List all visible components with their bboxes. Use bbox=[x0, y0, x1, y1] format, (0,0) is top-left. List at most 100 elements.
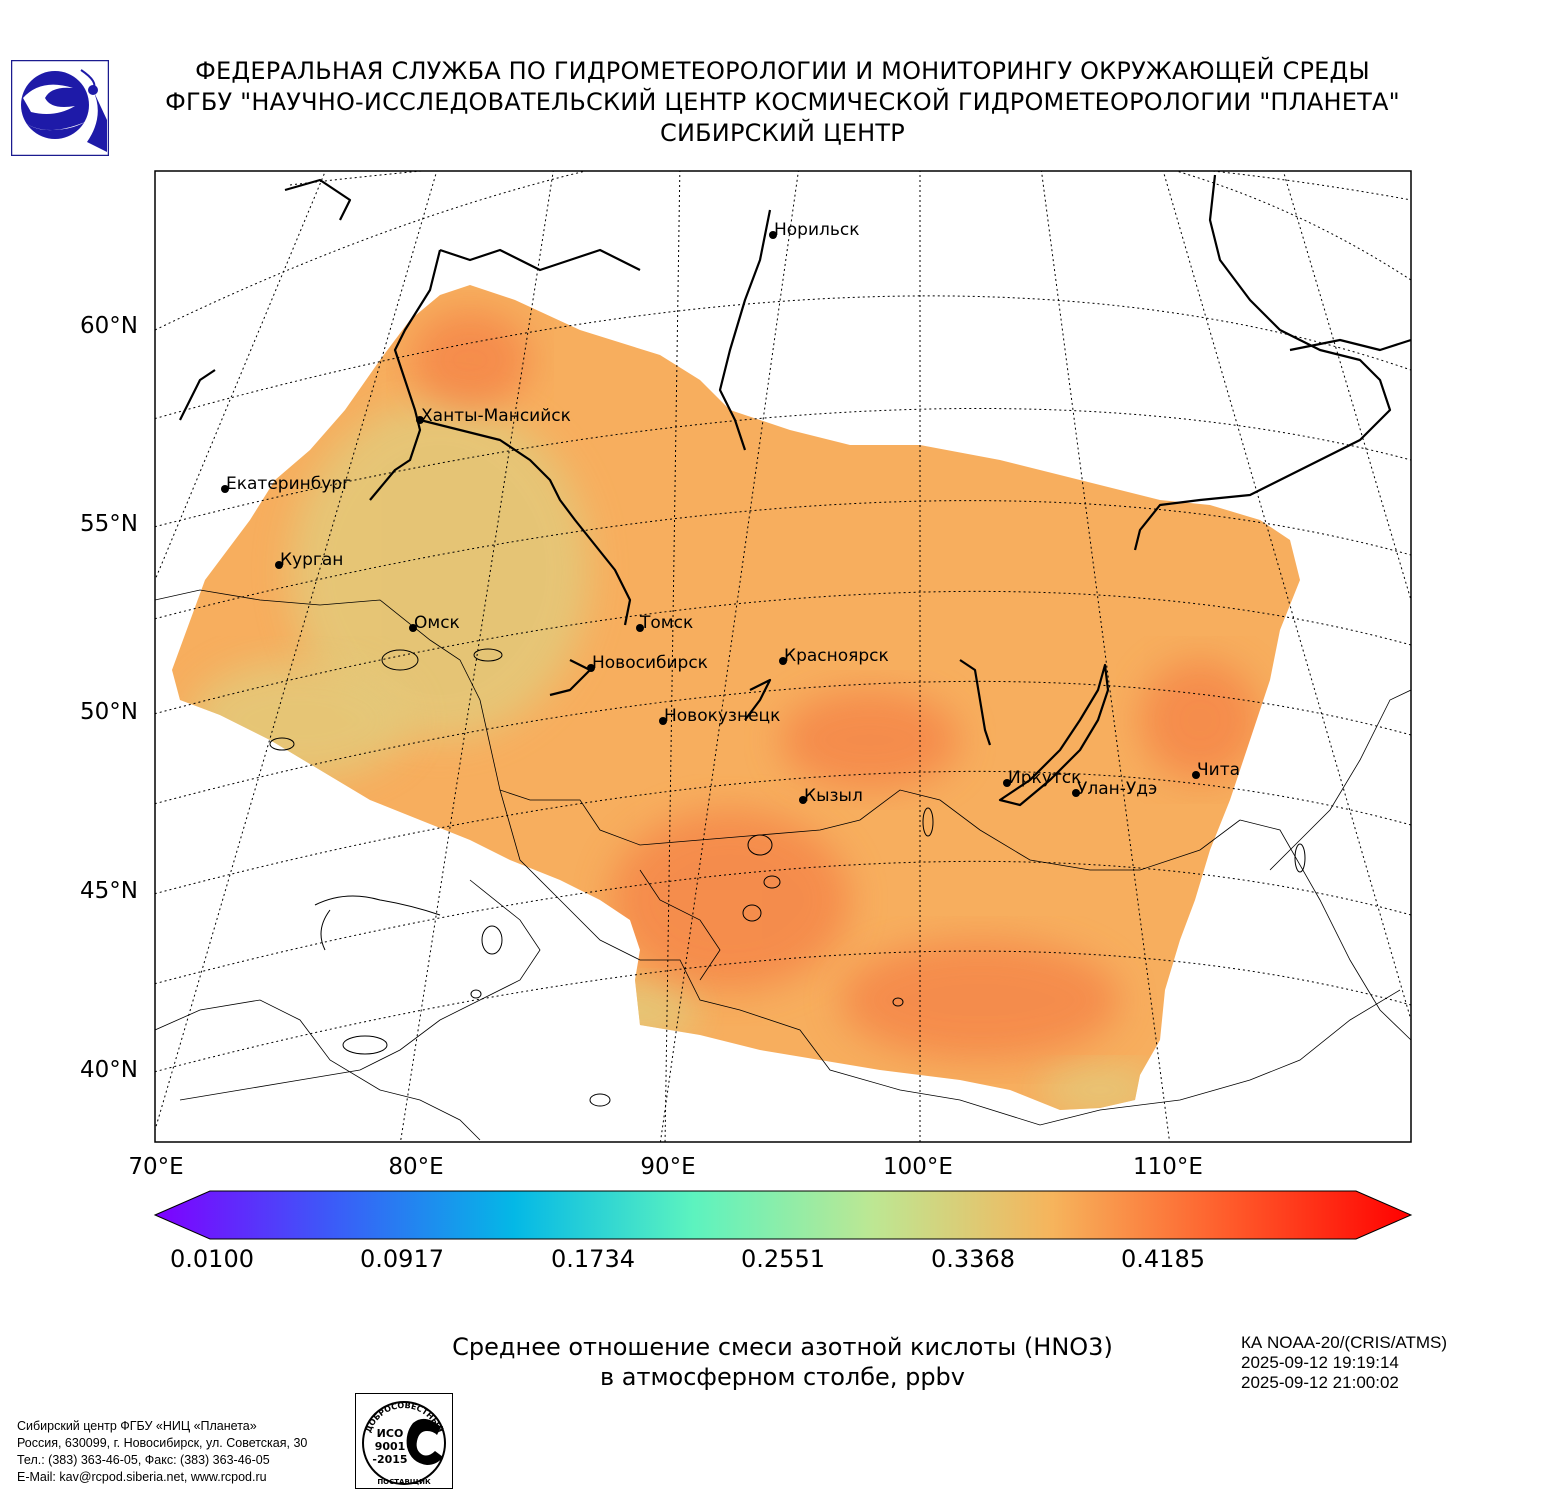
meridian-line bbox=[155, 171, 438, 1131]
lake bbox=[470, 989, 482, 999]
meridian-line bbox=[155, 171, 326, 581]
lake bbox=[589, 1093, 611, 1107]
lat-tick-label: 60°N bbox=[80, 313, 138, 339]
lake bbox=[892, 997, 904, 1007]
river-tobol bbox=[179, 369, 216, 421]
field-high-blob bbox=[1140, 660, 1260, 780]
city-marker: Новокузнецк bbox=[659, 706, 780, 726]
lake-baikal bbox=[998, 663, 1110, 807]
org-name: Сибирский центр ФГБУ «НИЦ «Планета» bbox=[17, 1419, 257, 1433]
colorbar-tick-label: 0.1734 bbox=[551, 1245, 635, 1273]
lake bbox=[314, 895, 441, 951]
city-label: Иркутск bbox=[1008, 768, 1081, 788]
city-marker: Екатеринбург bbox=[221, 474, 351, 494]
org-address: Россия, 630099, г. Новосибирск, ул. Сове… bbox=[17, 1436, 308, 1450]
border-line bbox=[179, 879, 541, 1101]
satellite-time-start: 2025-09-12 19:19:14 bbox=[1241, 1353, 1399, 1372]
city-label: Чита bbox=[1197, 760, 1240, 780]
meridian-line bbox=[1040, 171, 1171, 1142]
city-label: Новокузнецк bbox=[664, 706, 780, 726]
org-email: E-Mail: kav@rcpod.siberia.net, www.rcpod… bbox=[17, 1470, 267, 1484]
border-line bbox=[155, 589, 1241, 871]
river-ob bbox=[369, 249, 442, 501]
header-center: СИБИРСКИЙ ЦЕНТР bbox=[660, 119, 905, 147]
field-high-blob bbox=[610, 810, 850, 990]
iso-bottom-text: ПОСТАВЩИК bbox=[377, 1478, 431, 1486]
river-yenisei bbox=[718, 209, 772, 451]
city-marker: Томск bbox=[636, 613, 693, 633]
lat-tick-label: 45°N bbox=[80, 878, 138, 904]
field-low-blob bbox=[1040, 1065, 1160, 1110]
border-line bbox=[639, 869, 721, 981]
lon-tick-label: 110°E bbox=[1133, 1154, 1203, 1180]
longitude-axis: 70°E 80°E 90°E 100°E 110°E bbox=[128, 1154, 1203, 1180]
lat-tick-label: 40°N bbox=[80, 1057, 138, 1083]
satellite-info: КА NOAA-20/(CRIS/ATMS) 2025-09-12 19:19:… bbox=[1241, 1333, 1447, 1393]
lon-tick-label: 90°E bbox=[640, 1154, 695, 1180]
lon-tick-label: 80°E bbox=[388, 1154, 443, 1180]
header: ФЕДЕРАЛЬНАЯ СЛУЖБА ПО ГИДРОМЕТЕОРОЛОГИИ … bbox=[130, 56, 1435, 149]
city-label: Улан-Удэ bbox=[1077, 779, 1157, 799]
org-phone: Тел.: (383) 363-46-05, Факс: (383) 363-4… bbox=[17, 1453, 270, 1467]
city-label: Красноярск bbox=[784, 646, 889, 666]
city-label: Кызыл bbox=[804, 786, 863, 806]
river-irtysh bbox=[419, 418, 632, 626]
lake bbox=[922, 807, 934, 837]
organization-info: Сибирский центр ФГБУ «НИЦ «Планета» Росс… bbox=[17, 1418, 307, 1486]
header-agency: ФЕДЕРАЛЬНАЯ СЛУЖБА ПО ГИДРОМЕТЕОРОЛОГИИ … bbox=[195, 57, 1370, 85]
parallel-line bbox=[289, 171, 1411, 201]
parallel-line bbox=[155, 680, 1411, 805]
caption-line-2: в атмосферном столбе, ppbv bbox=[599, 1363, 965, 1391]
lake bbox=[747, 834, 773, 856]
lake bbox=[1294, 843, 1306, 873]
country-borders bbox=[155, 589, 1411, 1141]
rivers bbox=[179, 174, 1411, 807]
parallel-line bbox=[155, 500, 1411, 620]
latitude-axis: 60°N 55°N 50°N 45°N 40°N bbox=[80, 313, 138, 1083]
colorbar-tick-label: 0.4185 bbox=[1121, 1245, 1205, 1273]
meridian-line bbox=[659, 171, 799, 1142]
field-low-blob bbox=[580, 980, 700, 1040]
lake bbox=[342, 1035, 388, 1055]
lake bbox=[763, 875, 781, 889]
meridian-line bbox=[1162, 171, 1411, 1021]
lakes bbox=[269, 648, 1306, 1107]
map-body: Норильск Ханты-Мансийск Екатеринбург Кур… bbox=[155, 171, 1411, 1142]
coast-line bbox=[284, 178, 352, 221]
meridian-lines bbox=[155, 171, 1411, 1142]
city-marker: Чита bbox=[1192, 760, 1240, 780]
latitude-lines bbox=[155, 171, 1411, 1073]
meridian-line bbox=[399, 171, 554, 1142]
lon-tick-label: 100°E bbox=[883, 1154, 953, 1180]
iso-number: 9001 bbox=[375, 1440, 406, 1453]
planeta-logo-icon bbox=[11, 60, 109, 156]
lake bbox=[473, 648, 503, 662]
parallel-line bbox=[155, 590, 1411, 715]
field-low-blob bbox=[290, 400, 590, 740]
field-high-blob bbox=[410, 310, 530, 410]
iso-certificate-icon: ДОБРОСОВЕСТНЫЙ ИСО 9001 -2015 ПОСТАВЩИК bbox=[355, 1393, 453, 1489]
field-high-blob bbox=[840, 940, 1120, 1060]
parallel-line bbox=[155, 950, 1411, 1073]
lake bbox=[381, 649, 419, 671]
colorbar-tick-label: 0.2551 bbox=[741, 1245, 825, 1273]
lon-tick-label: 70°E bbox=[128, 1154, 183, 1180]
city-marker: Улан-Удэ bbox=[1072, 779, 1157, 799]
colorbar-ticks: 0.0100 0.0917 0.1734 0.2551 0.3368 0.418… bbox=[170, 1245, 1205, 1273]
caption: Среднее отношение смеси азотной кислоты … bbox=[330, 1332, 1235, 1392]
lake bbox=[742, 904, 762, 922]
city-marker: Курган bbox=[275, 550, 343, 570]
field-low-blob bbox=[190, 660, 410, 780]
border-line bbox=[155, 999, 481, 1141]
colorbar-tick-label: 0.3368 bbox=[931, 1245, 1015, 1273]
caption-line-1: Среднее отношение смеси азотной кислоты … bbox=[452, 1333, 1113, 1361]
parallel-line bbox=[155, 295, 1411, 420]
colorbar-tick-label: 0.0100 bbox=[170, 1245, 254, 1273]
city-label: Новосибирск bbox=[592, 653, 708, 673]
city-label: Норильск bbox=[774, 220, 860, 240]
satellite-name: КА NOAA-20/(CRIS/ATMS) bbox=[1241, 1333, 1448, 1352]
city-marker: Норильск bbox=[769, 220, 860, 240]
colorbar: 0.0100 0.0917 0.1734 0.2551 0.3368 0.418… bbox=[153, 1190, 1413, 1273]
lat-tick-label: 55°N bbox=[80, 511, 138, 537]
